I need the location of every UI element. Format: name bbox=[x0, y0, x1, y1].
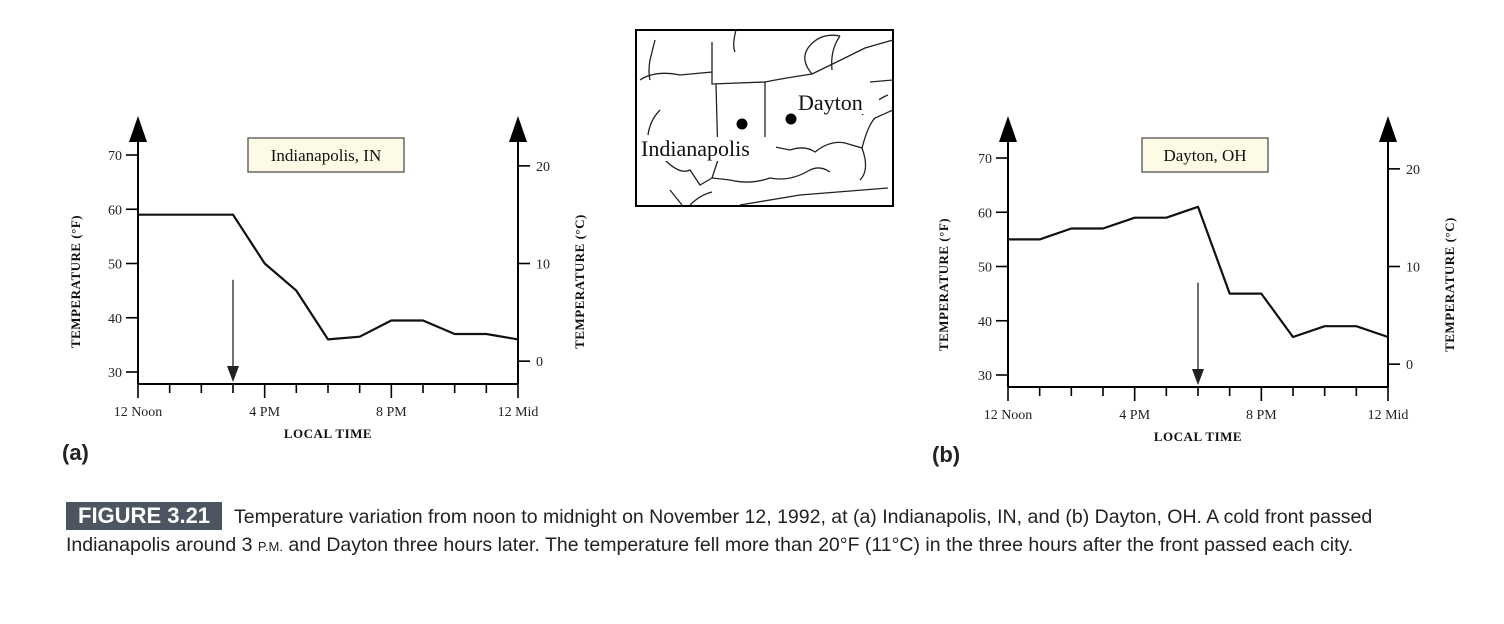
temperature-line bbox=[138, 213, 519, 341]
y-axis-title: TEMPERATURE (°F) bbox=[936, 218, 951, 351]
map-inset: Dayton Indianapolis bbox=[635, 29, 894, 207]
y-axis-right-arrow bbox=[509, 116, 527, 142]
y-axis-left-arrow bbox=[999, 116, 1017, 142]
y2-tick-label: 20 bbox=[1406, 163, 1420, 178]
map-label-dayton: Dayton bbox=[798, 90, 863, 115]
map-label-indianapolis: Indianapolis bbox=[641, 136, 750, 161]
panel-label: (a) bbox=[62, 440, 89, 465]
x-tick-label: 12 Mid bbox=[498, 405, 539, 420]
y2-axis-title: TEMPERATURE (°C) bbox=[1442, 217, 1457, 352]
x-axis-title: LOCAL TIME bbox=[1154, 429, 1242, 444]
y-tick-label: 70 bbox=[108, 149, 122, 164]
y-tick-label: 60 bbox=[108, 203, 122, 218]
city-label: Indianapolis, IN bbox=[271, 146, 381, 165]
city-label-box bbox=[1141, 137, 1269, 173]
front-arrow-head bbox=[1192, 369, 1204, 385]
x-tick-label: 4 PM bbox=[1119, 408, 1150, 423]
x-tick-label: 12 Mid bbox=[1368, 408, 1409, 423]
figure-label: FIGURE 3.21 bbox=[66, 502, 223, 530]
y2-tick-label: 10 bbox=[536, 258, 550, 273]
y2-tick-label: 0 bbox=[536, 355, 543, 370]
y-tick-label: 50 bbox=[108, 258, 122, 273]
map-borders bbox=[639, 29, 894, 206]
y2-axis-title: TEMPERATURE (°C) bbox=[572, 214, 587, 349]
y-tick-label: 70 bbox=[978, 152, 992, 167]
dayton-dot bbox=[785, 113, 797, 125]
y-tick-label: 50 bbox=[978, 261, 992, 276]
y-tick-label: 30 bbox=[108, 366, 122, 381]
y-axis-left-arrow bbox=[129, 116, 147, 142]
y-tick-label: 60 bbox=[978, 206, 992, 221]
y-axis-right-arrow bbox=[1379, 116, 1397, 142]
x-axis-title: LOCAL TIME bbox=[284, 426, 372, 441]
y2-tick-label: 20 bbox=[536, 160, 550, 175]
front-arrow-head bbox=[227, 366, 239, 382]
y-tick-label: 40 bbox=[108, 312, 122, 327]
x-tick-label: 8 PM bbox=[376, 405, 407, 420]
caption-text-2: and Dayton three hours later. The temper… bbox=[282, 534, 1354, 556]
chart-dayton: 12 Noon 4 PM 8 PM 12 Mid 30 40 50 60 70 0 10 20 LOCA… bbox=[932, 116, 1457, 467]
temperature-line bbox=[1008, 205, 1389, 339]
chart-indianapolis: 12 Noon 4 PM 8 PM 12 Mid 30 40 50 60 70 0 10 20 LOCA… bbox=[62, 116, 587, 465]
y-tick-label: 40 bbox=[978, 315, 992, 330]
x-tick-label: 12 Noon bbox=[984, 408, 1033, 423]
panel-label: (b) bbox=[932, 442, 960, 467]
x-tick-label: 12 Noon bbox=[114, 405, 163, 420]
y-tick-label: 30 bbox=[978, 369, 992, 384]
y2-tick-label: 10 bbox=[1406, 261, 1420, 276]
caption-pm: P.M. bbox=[257, 539, 283, 554]
y-axis-title: TEMPERATURE (°F) bbox=[68, 215, 83, 348]
y2-tick-label: 0 bbox=[1406, 358, 1413, 373]
caption-text-1: Temperature variation from noon to midni… bbox=[66, 506, 1373, 556]
figure-caption: FIGURE 3.21 Temperature variation from no… bbox=[66, 502, 1446, 561]
city-label-box bbox=[247, 137, 405, 173]
city-label: Dayton, OH bbox=[1163, 146, 1246, 165]
x-tick-label: 4 PM bbox=[249, 405, 280, 420]
indianapolis-dot bbox=[736, 118, 748, 130]
x-tick-label: 8 PM bbox=[1246, 408, 1277, 423]
